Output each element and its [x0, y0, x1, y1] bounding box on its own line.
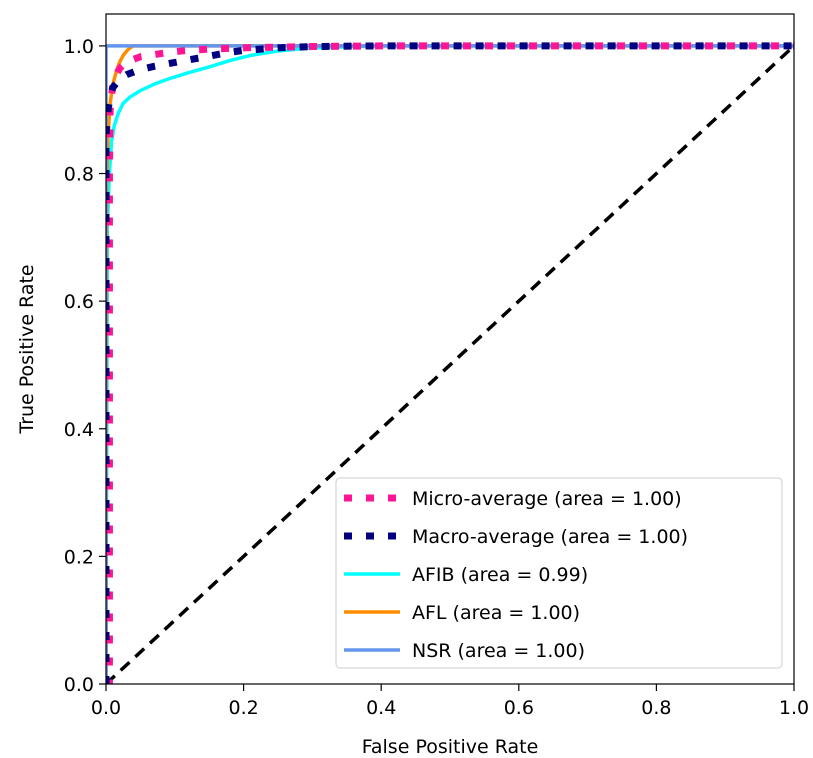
macro-average-legend-label: Macro-average (area = 1.00) [412, 526, 688, 548]
afib-legend-label: AFIB (area = 0.99) [412, 564, 588, 586]
y-axis-ticks: 0.0 0.2 0.4 0.6 0.8 1.0 [64, 36, 106, 696]
y-tick-label: 0.6 [64, 291, 94, 313]
y-axis-label: True Positive Rate [16, 264, 38, 434]
y-tick-label: 0.2 [64, 546, 94, 568]
x-tick-label: 1.0 [779, 697, 809, 719]
plot-frame [105, 13, 795, 685]
x-tick-label: 0.4 [366, 697, 396, 719]
macro-average-roc-curve [106, 42, 794, 684]
y-tick-label: 0.4 [64, 419, 94, 441]
y-tick-label: 1.0 [64, 36, 94, 58]
nsr-legend-label: NSR (area = 1.00) [412, 640, 585, 662]
x-tick-label: 0.8 [641, 697, 671, 719]
x-axis-label: False Positive Rate [362, 736, 539, 758]
y-tick-label: 0.8 [64, 164, 94, 186]
x-tick-label: 0.0 [91, 697, 121, 719]
legend: Micro-average (area = 1.00) Macro-average… [335, 477, 783, 669]
micro-average-legend-label: Micro-average (area = 1.00) [412, 488, 682, 510]
x-tick-label: 0.2 [228, 697, 258, 719]
x-tick-label: 0.6 [504, 697, 534, 719]
chance-reference-line [106, 44, 794, 684]
y-tick-label: 0.0 [64, 674, 94, 696]
series-layer [106, 42, 794, 684]
x-axis-ticks: 0.0 0.2 0.4 0.6 0.8 1.0 [91, 684, 809, 719]
legend-box [335, 477, 783, 669]
afl-legend-label: AFL (area = 1.00) [412, 602, 580, 624]
